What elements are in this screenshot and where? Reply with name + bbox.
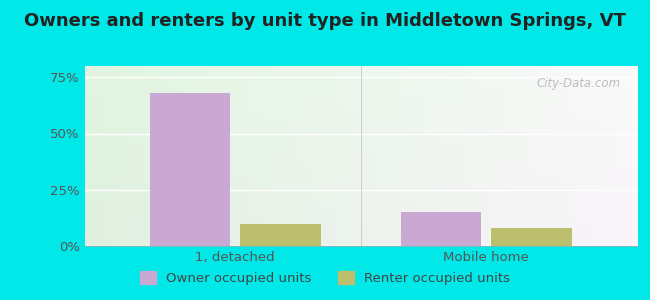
- Bar: [491, 228, 572, 246]
- Legend: Owner occupied units, Renter occupied units: Owner occupied units, Renter occupied un…: [135, 266, 515, 290]
- Bar: [240, 224, 320, 246]
- Bar: [150, 93, 230, 246]
- Text: City-Data.com: City-Data.com: [536, 77, 620, 90]
- Text: Owners and renters by unit type in Middletown Springs, VT: Owners and renters by unit type in Middl…: [24, 12, 626, 30]
- Bar: [401, 212, 481, 246]
